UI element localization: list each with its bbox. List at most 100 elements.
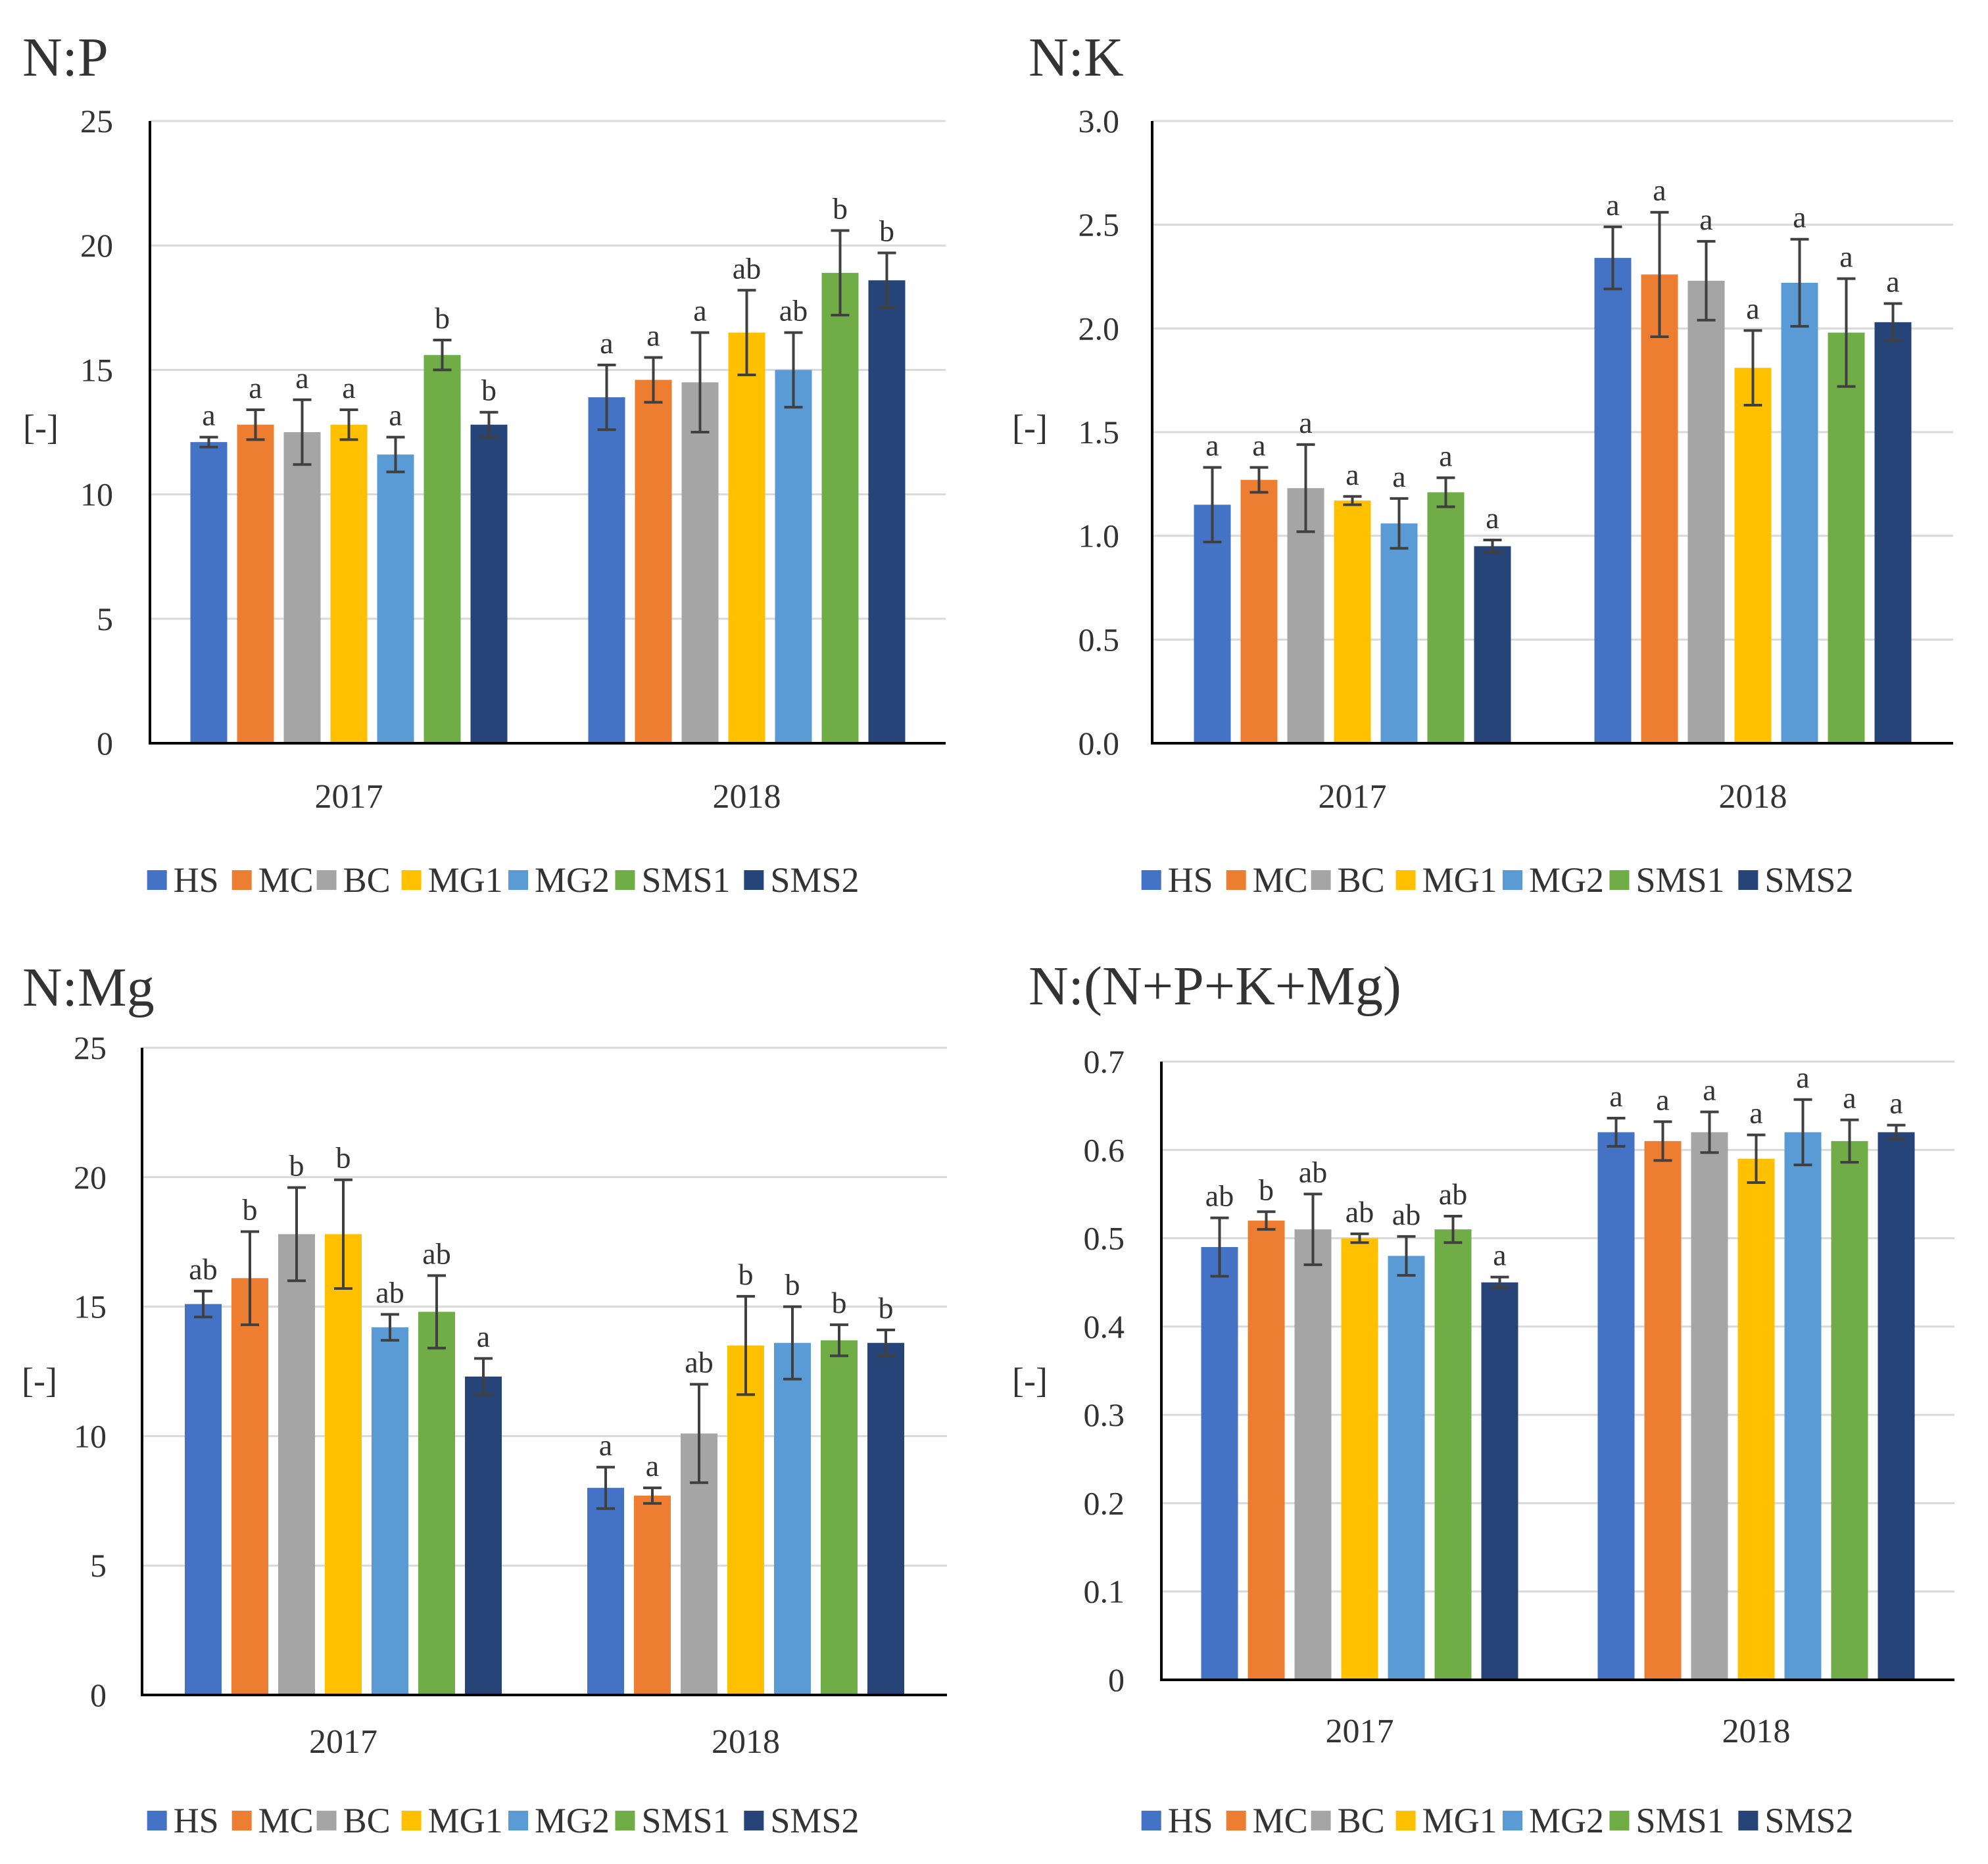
significance-letter: b (336, 1141, 351, 1175)
significance-letter: b (879, 1291, 894, 1325)
bar-sms2-2018 (1874, 322, 1912, 744)
legend-item-mc: MC (231, 1801, 314, 1840)
bar-mg1-2018 (1737, 1158, 1775, 1680)
y-tick-label: 0.7 (1084, 1043, 1125, 1080)
y-axis-label: [-] (1012, 408, 1048, 447)
legend-swatch (1395, 1811, 1416, 1830)
bar-bc-2018 (1691, 1132, 1728, 1680)
error-bar-mg1-2018 (1743, 329, 1762, 407)
legend-swatch (1395, 870, 1416, 890)
error-bar-sms1-2017 (427, 1274, 446, 1350)
y-tick-label: 0.1 (1084, 1573, 1125, 1610)
legend-swatch (1503, 870, 1523, 890)
bar-hs-2017 (1194, 504, 1231, 743)
legend: HS MC BC MG1 MG2 SMS1 SMS2 (147, 1801, 859, 1840)
bar-sms2-2017 (1481, 1282, 1518, 1680)
legend-label: MC (1253, 1801, 1308, 1840)
error-bar-sms1-2018 (831, 229, 850, 317)
y-tick-label: 15 (74, 1288, 107, 1325)
significance-letter: a (249, 371, 262, 405)
chart-title: N:(N+P+K+Mg) (1029, 956, 1401, 1017)
error-bar-mg1-2018 (737, 1294, 755, 1396)
chart-panel-n-npkmg: N:(N+P+K+Mg) 0 0.1 0.2 0.3 0.4 0.5 0.6 0.7 [-] ab b… (994, 932, 1988, 1864)
y-tick-label: 0 (90, 1677, 107, 1713)
error-bar-mc-2018 (1653, 1120, 1672, 1162)
error-bar-mg1-2017 (339, 408, 358, 441)
significance-letter: b (1259, 1173, 1274, 1206)
error-bar-hs-2018 (596, 1465, 615, 1510)
error-bar-sms1-2017 (433, 338, 452, 372)
legend-label: SMS1 (1636, 860, 1724, 900)
y-tick-label: 1.5 (1079, 414, 1120, 451)
x-category-label: 2018 (1719, 778, 1787, 816)
bar-sms2-2017 (1474, 546, 1511, 743)
legend-label: MG2 (535, 1801, 610, 1840)
legend-swatch (316, 870, 337, 890)
y-tick-label: 20 (74, 1159, 107, 1196)
significance-letter: ab (733, 251, 761, 285)
error-bar-sms1-2018 (1840, 1118, 1859, 1164)
error-bar-sms2-2018 (877, 251, 896, 309)
significance-letter: a (1889, 1087, 1903, 1120)
error-bar-mg1-2017 (334, 1178, 352, 1290)
chart-panel-n-k: N:K 0.0 0.5 1.0 1.5 2.0 2.5 3.0 [-] a a a a a a a 2017 a a… (994, 0, 1988, 932)
bar-bc-2017 (283, 432, 321, 743)
legend-swatch (744, 1811, 764, 1830)
y-axis-label: [-] (23, 408, 59, 447)
legend: HS MC BC MG1 MG2 SMS1 SMS2 (147, 860, 859, 900)
significance-letter: a (202, 399, 215, 432)
error-bar-bc-2017 (1296, 443, 1315, 533)
significance-letter: ab (189, 1252, 217, 1286)
legend-label: SMS2 (770, 860, 859, 900)
error-bar-sms1-2017 (1436, 476, 1455, 508)
x-category-label: 2018 (713, 778, 781, 816)
significance-letter: a (1252, 429, 1265, 462)
error-bar-sms1-2018 (1837, 277, 1856, 388)
legend-label: HS (1168, 860, 1213, 900)
chart-panel-n-p: N:P 0 5 10 15 20 25 [-] a a a a a b b 2017 a a a ab ab b b 2018… (0, 0, 994, 932)
error-bar-mc-2017 (1249, 466, 1269, 494)
bar-mg2-2017 (1380, 523, 1418, 743)
bar-hs-2018 (1597, 1132, 1635, 1680)
y-tick-label: 0.2 (1084, 1484, 1125, 1521)
bar-hs-2017 (1201, 1247, 1238, 1680)
bar-hs-2018 (588, 397, 625, 743)
legend-item-hs: HS (147, 860, 219, 900)
error-bar-sms2-2017 (474, 1357, 493, 1396)
error-bar-sms1-2017 (1443, 1215, 1463, 1244)
legend-swatch (401, 870, 422, 890)
error-bar-mc-2018 (644, 356, 663, 404)
significance-letter: b (879, 214, 894, 248)
error-bar-mg2-2017 (1397, 1235, 1416, 1277)
significance-letter: a (1653, 174, 1666, 207)
y-tick-label: 25 (80, 103, 113, 139)
significance-letter: b (289, 1149, 304, 1183)
error-bar-mc-2017 (246, 408, 265, 441)
error-bar-sms2-2017 (479, 410, 498, 439)
legend-swatch (1609, 1811, 1630, 1830)
legend-item-sms1: SMS1 (615, 1801, 731, 1840)
error-bar-mc-2017 (1257, 1210, 1276, 1231)
error-bar-mg2-2017 (386, 435, 405, 474)
legend-item-hs: HS (147, 1801, 219, 1840)
error-bar-sms2-2018 (1883, 302, 1903, 343)
y-axis-label: [-] (22, 1361, 57, 1400)
legend-label: BC (343, 1801, 391, 1840)
significance-letter: a (1843, 1081, 1856, 1115)
significance-letter: b (785, 1268, 800, 1302)
significance-letter: a (477, 1319, 490, 1353)
bar-sms1-2017 (1434, 1229, 1472, 1680)
legend-swatch (316, 1811, 337, 1830)
chart-title: N:Mg (22, 957, 155, 1018)
significance-letter: ab (1346, 1195, 1374, 1229)
y-tick-label: 5 (90, 1547, 107, 1584)
bar-mg1-2017 (1341, 1238, 1378, 1680)
legend-swatch (744, 870, 764, 890)
error-bar-mg1-2017 (1343, 495, 1362, 506)
x-category-label: 2017 (1326, 1713, 1394, 1750)
error-bar-mg1-2018 (1747, 1133, 1766, 1184)
legend: HS MC BC MG1 MG2 SMS1 SMS2 (1141, 860, 1853, 900)
error-bar-hs-2018 (597, 363, 616, 431)
